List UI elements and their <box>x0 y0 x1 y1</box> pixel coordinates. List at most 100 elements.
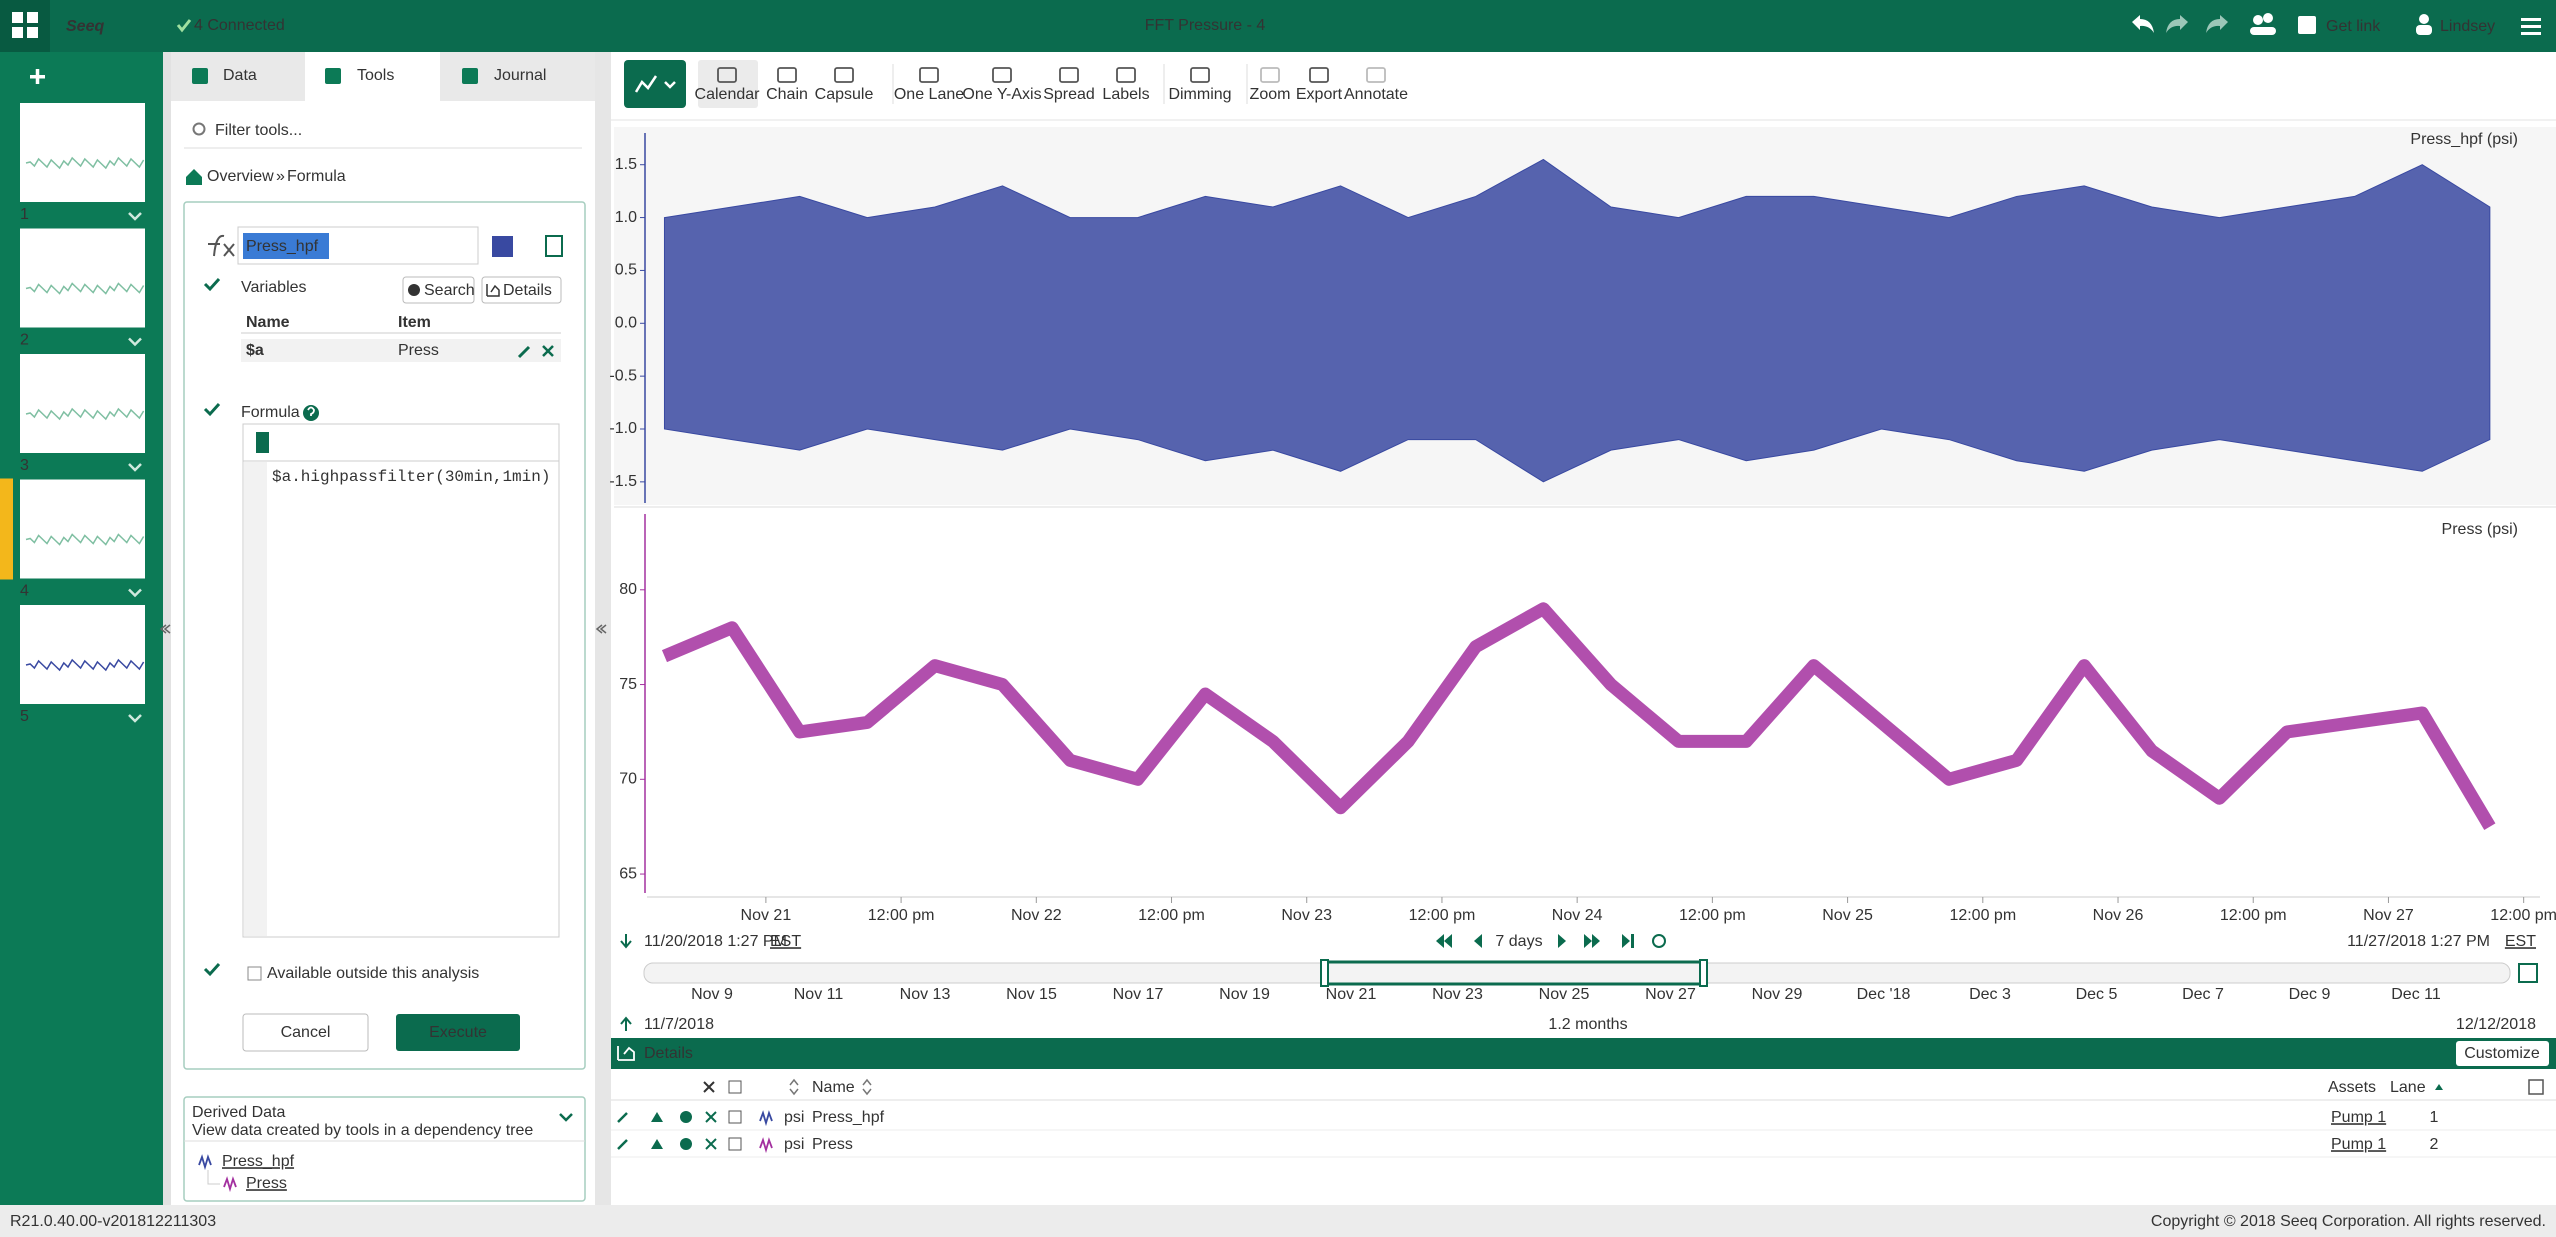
selection-handle[interactable] <box>1699 959 1708 987</box>
navigator-start[interactable]: 11/7/2018 <box>644 1016 714 1033</box>
chevron-icon[interactable] <box>128 463 142 472</box>
edit-variable[interactable] <box>517 345 531 359</box>
jump-item[interactable] <box>651 1112 663 1122</box>
collapse-icon <box>595 624 607 634</box>
remove-item[interactable] <box>705 1138 717 1150</box>
breadcrumb-link[interactable]: Overview <box>207 168 274 185</box>
view-selector[interactable] <box>624 60 686 108</box>
info-item[interactable] <box>680 1138 692 1150</box>
item-asset[interactable]: Pump 1 <box>2331 1136 2386 1153</box>
jump-item[interactable] <box>651 1139 663 1149</box>
chevron-icon[interactable] <box>128 337 142 347</box>
column-header[interactable]: Lane <box>2390 1079 2426 1096</box>
zoom-to-fit[interactable] <box>2518 963 2538 983</box>
get-link[interactable]: Get link <box>2326 18 2381 35</box>
menu-icon[interactable] <box>2521 32 2541 35</box>
remove-variable[interactable] <box>542 345 554 357</box>
toolbar-button[interactable]: One Lane <box>894 86 964 103</box>
step-forward-far[interactable] <box>1584 934 1600 948</box>
share-button[interactable] <box>2206 15 2228 33</box>
item-asset[interactable]: Pump 1 <box>2331 1109 2386 1126</box>
toolbar-button[interactable]: Calendar <box>695 86 761 103</box>
redo-button[interactable] <box>2166 15 2188 33</box>
undo-button[interactable] <box>2132 15 2154 33</box>
edit-item[interactable] <box>617 1139 628 1150</box>
copyright: Copyright © 2018 Seeq Corporation. All r… <box>2151 1213 2546 1230</box>
tab[interactable]: Data <box>223 67 257 84</box>
chevron-icon[interactable] <box>128 212 142 221</box>
range-timezone[interactable]: EST <box>770 933 801 950</box>
toolbar-button[interactable]: Labels <box>1102 86 1149 103</box>
derived-item[interactable]: Press <box>246 1175 287 1192</box>
help-icon[interactable] <box>303 405 319 421</box>
remove-item[interactable] <box>705 1111 717 1123</box>
column-header[interactable]: Name <box>812 1079 855 1096</box>
toolbar-button[interactable]: Capsule <box>815 86 874 103</box>
worksheet-thumbnail[interactable] <box>20 228 145 328</box>
range-start[interactable]: 11/20/2018 1:27 PM <box>644 933 787 950</box>
step-back-far[interactable] <box>1436 934 1452 948</box>
worksheet-thumbnail[interactable] <box>20 479 145 579</box>
search-button[interactable] <box>402 276 475 304</box>
auto-update[interactable] <box>1652 934 1666 948</box>
worksheet-thumbnail[interactable] <box>20 605 145 704</box>
toolbar-button[interactable]: Dimming <box>1168 86 1231 103</box>
column-settings[interactable] <box>2528 1079 2544 1095</box>
connection-status[interactable]: 4 Connected <box>194 17 285 34</box>
step-back[interactable] <box>1474 934 1482 948</box>
filter-tools[interactable]: Filter tools... <box>215 122 302 139</box>
select-item[interactable] <box>728 1110 742 1124</box>
navigator-track[interactable] <box>643 962 2511 984</box>
panel-collapse-bar[interactable] <box>163 52 171 1205</box>
cancel-label: Cancel <box>281 1024 331 1041</box>
formula-editor[interactable] <box>242 423 560 938</box>
execute-button[interactable] <box>396 1014 520 1051</box>
editor-doc-icon[interactable] <box>256 432 269 453</box>
worksheet-thumbnail[interactable] <box>20 354 145 453</box>
step-forward[interactable] <box>1558 934 1566 948</box>
navigator-span[interactable]: 1.2 months <box>1548 1016 1627 1033</box>
worksheet-thumbnail[interactable] <box>20 103 145 202</box>
toolbar-button[interactable]: Spread <box>1043 86 1095 103</box>
signal-icon <box>223 1176 237 1193</box>
chevron-icon[interactable] <box>128 588 142 598</box>
range-end[interactable]: 11/27/2018 1:27 PM <box>2347 933 2490 950</box>
cancel-button[interactable] <box>242 1013 369 1052</box>
info-item[interactable] <box>680 1111 692 1123</box>
item-properties-icon[interactable] <box>545 235 563 257</box>
user-name[interactable]: Lindsey <box>2440 18 2495 35</box>
derived-item[interactable]: Press_hpf <box>222 1153 295 1170</box>
range-timezone[interactable]: EST <box>2505 933 2536 950</box>
menu-icon[interactable] <box>2521 25 2541 28</box>
select-item[interactable] <box>728 1137 742 1151</box>
splitter[interactable] <box>595 52 611 1205</box>
get-link-icon[interactable] <box>2298 16 2316 34</box>
color-picker[interactable] <box>492 236 513 257</box>
apps-button[interactable] <box>0 0 50 52</box>
toolbar-button[interactable]: One Y-Axis <box>962 86 1041 103</box>
range-duration[interactable]: 7 days <box>1495 933 1542 950</box>
tab[interactable]: Tools <box>357 67 394 84</box>
select-all[interactable] <box>728 1080 742 1094</box>
column-header[interactable]: Assets <box>2328 1079 2376 1096</box>
column-header: Item <box>398 314 431 331</box>
toolbar-button[interactable]: Chain <box>766 86 808 103</box>
home-icon[interactable] <box>186 169 202 185</box>
navigator-end[interactable]: 12/12/2018 <box>2456 1016 2536 1033</box>
remove-all[interactable] <box>703 1081 715 1093</box>
chevron-icon[interactable] <box>128 714 142 723</box>
chevron-icon[interactable] <box>559 1113 573 1122</box>
edit-item[interactable] <box>617 1112 628 1123</box>
tab[interactable]: Journal <box>494 67 546 84</box>
y-tick-label: -0.5 <box>609 367 637 384</box>
toolbar-button[interactable]: Export <box>1296 86 1343 103</box>
step-to-now[interactable] <box>1622 934 1634 948</box>
people-icon[interactable] <box>2253 15 2263 25</box>
menu-icon[interactable] <box>2521 18 2541 21</box>
tab-icon <box>462 68 478 84</box>
checkbox[interactable] <box>247 966 262 981</box>
top-bar <box>0 0 2556 52</box>
selection-handle[interactable] <box>1320 959 1329 987</box>
details-button[interactable] <box>481 276 562 304</box>
customize-button[interactable] <box>2456 1041 2549 1066</box>
